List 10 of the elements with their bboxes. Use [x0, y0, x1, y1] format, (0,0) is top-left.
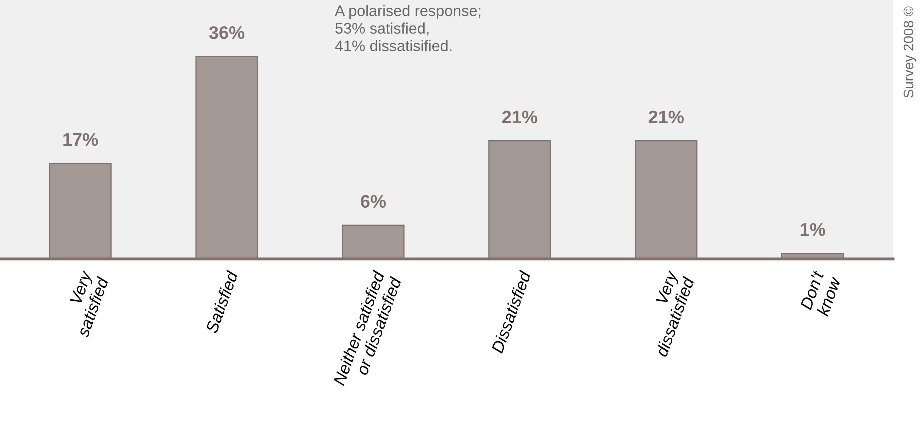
- data-label: 21%: [648, 110, 684, 124]
- text: Survey 2008 ©: [904, 6, 916, 98]
- data-label: 17%: [64, 133, 98, 146]
- data-label: 1%: [800, 223, 826, 236]
- x-tick-label: Don’t know: [800, 270, 842, 317]
- data-label: 36%: [209, 26, 245, 40]
- text: A polarised response; 53% satisfied, 41% dissatisified.: [335, 5, 481, 52]
- x-tick-label: Very satisfied: [70, 270, 110, 338]
- data-label: 6%: [361, 195, 386, 208]
- data-label: 21%: [502, 110, 538, 124]
